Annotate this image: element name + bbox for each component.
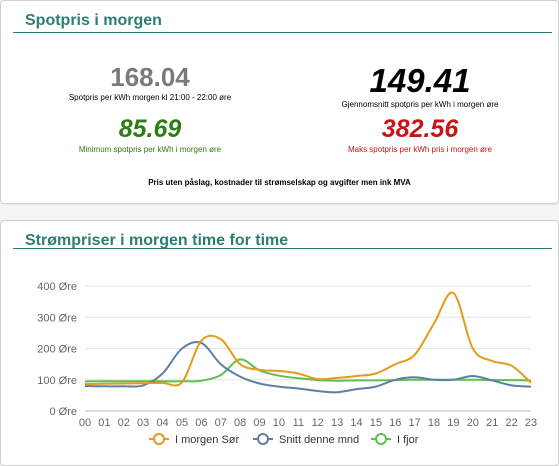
legend-marker [153, 433, 165, 445]
hourly-price-chart: 0 Øre 100 Øre 200 Øre 300 Øre 400 Øre 00 01 02 0… [37, 281, 537, 446]
x-tick-label: 03 [137, 417, 149, 429]
x-tick-label: 07 [215, 417, 227, 429]
legend-item-tomorrow: I morgen Sør [175, 434, 240, 446]
x-tick-label: 21 [486, 417, 498, 429]
legend-item-last-year: I fjor [397, 434, 419, 446]
x-tick-label: 16 [389, 417, 401, 429]
card-title: Strømpriser i morgen time for time [25, 232, 289, 249]
y-tick-label: 400 Øre [37, 281, 77, 293]
y-tick-label: 100 Øre [37, 375, 77, 387]
series-line-month-average [84, 340, 532, 394]
series-line-tomorrow [84, 291, 532, 387]
x-tick-label: 23 [525, 417, 537, 429]
x-tick-label: 17 [409, 417, 421, 429]
x-tick-label: 05 [176, 417, 188, 429]
max-price-label: Maks spotpris per kWh pris i morgen øre [347, 145, 493, 154]
current-price-label: Spotpris per kWh morgen kl 21:00 - 22:00… [68, 93, 232, 102]
x-tick-label: 02 [118, 417, 130, 429]
min-price-stat: 85.69 Minimum spotpris per kWh i morgen … [41, 115, 259, 155]
min-price-label: Minimum spotpris per kWh i morgen øre [78, 145, 222, 154]
y-tick-label: 200 Øre [37, 344, 77, 356]
x-tick-label: 09 [253, 417, 265, 429]
x-tick-label: 04 [156, 417, 168, 429]
x-tick-label: 14 [350, 417, 362, 429]
x-tick-label: 00 [79, 417, 91, 429]
title-divider [13, 248, 552, 249]
x-tick-label: 01 [98, 417, 110, 429]
x-tick-label: 20 [467, 417, 479, 429]
x-tick-label: 15 [370, 417, 382, 429]
max-price-stat: 382.56 Maks spotpris per kWh pris i morg… [301, 115, 539, 155]
legend-marker [257, 433, 269, 445]
hourly-prices-card: Strømpriser i morgen time for time 0 Øre… [0, 220, 559, 466]
legend-marker [375, 433, 387, 445]
x-tick-label: 22 [505, 417, 517, 429]
x-tick-label: 06 [195, 417, 207, 429]
average-price-value: 149.41 [369, 62, 471, 99]
title-divider [13, 32, 552, 33]
legend-item-month-average: Snitt denne mnd [279, 434, 359, 446]
x-tick-label: 19 [447, 417, 459, 429]
y-tick-label: 300 Øre [37, 312, 77, 324]
average-price-label: Gjennomsnitt spotpris per kWh i morgen ø… [341, 100, 499, 109]
card-title: Spotpris i morgen [25, 12, 162, 29]
current-price-value: 168.04 [110, 62, 190, 92]
spotpris-card: Spotpris i morgen 168.04 Spotpris per kW… [0, 0, 559, 204]
y-tick-label: 0 Øre [49, 406, 77, 418]
current-price-stat: 168.04 Spotpris per kWh morgen kl 21:00 … [41, 64, 259, 102]
x-tick-label: 08 [234, 417, 246, 429]
average-price-stat: 149.41 Gjennomsnitt spotpris per kWh i m… [301, 64, 539, 109]
min-price-value: 85.69 [118, 115, 182, 143]
x-tick-label: 11 [293, 417, 304, 429]
max-price-value: 382.56 [381, 115, 459, 143]
x-tick-label: 18 [428, 417, 440, 429]
x-tick-label: 13 [331, 417, 343, 429]
x-tick-label: 10 [273, 417, 285, 429]
price-note: Pris uten påslag, kostnader til strømsel… [148, 178, 411, 187]
x-tick-label: 12 [312, 417, 324, 429]
